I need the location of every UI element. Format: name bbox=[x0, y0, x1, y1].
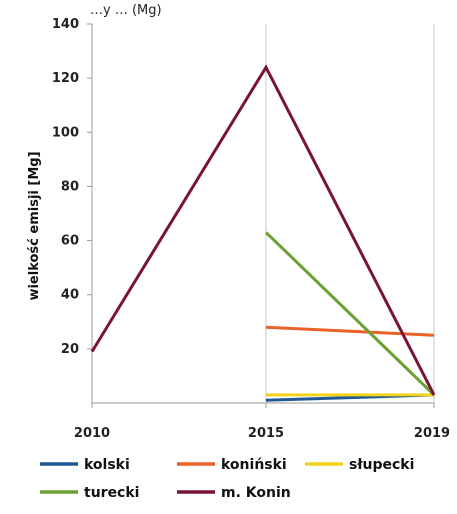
series-lines bbox=[90, 64, 436, 402]
series-line-m-konin bbox=[90, 64, 436, 396]
y-tick-label: 100 bbox=[52, 125, 79, 140]
series-line-koniński bbox=[265, 325, 435, 337]
legend-label-m-konin: m. Konin bbox=[221, 485, 291, 501]
gridlines bbox=[265, 24, 435, 403]
y-tick-label: 20 bbox=[61, 342, 79, 357]
y-tick-label: 60 bbox=[61, 234, 79, 249]
y-tick-labels: 20 40 60 80 100 120 140 bbox=[52, 17, 79, 357]
legend-label-słupecki: słupecki bbox=[349, 457, 414, 473]
x-tick-label: 2019 bbox=[414, 426, 450, 441]
legend: kolski koniński słupecki turecki m. Konin bbox=[40, 457, 414, 501]
legend-label-turecki: turecki bbox=[84, 485, 139, 501]
x-tick-labels: 2010 2015 2019 bbox=[74, 426, 450, 441]
x-tick-label: 2010 bbox=[74, 426, 110, 441]
x-tick-label: 2015 bbox=[248, 426, 284, 441]
series-line-turecki bbox=[264, 231, 436, 396]
legend-label-koniński: koniński bbox=[221, 457, 287, 473]
axes bbox=[87, 23, 435, 408]
y-tick-label: 140 bbox=[52, 17, 79, 32]
y-axis-label: wielkość emisji [Mg] bbox=[27, 151, 42, 300]
legend-label-kolski: kolski bbox=[84, 457, 130, 473]
y-tick-label: 120 bbox=[52, 71, 79, 86]
chart-header-fragment: …y … (Mg) bbox=[90, 3, 162, 18]
y-tick-label: 40 bbox=[61, 288, 79, 303]
y-tick-label: 80 bbox=[61, 179, 79, 194]
